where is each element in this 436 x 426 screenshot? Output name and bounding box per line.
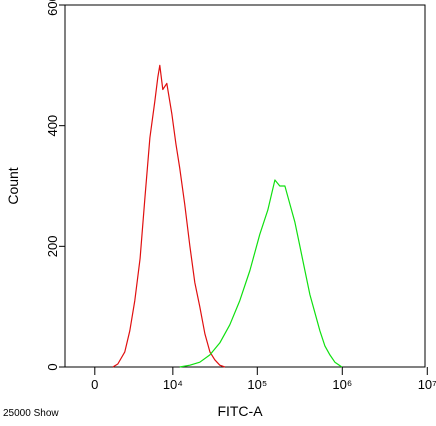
y-tick-label: 600 <box>45 0 60 16</box>
plot-frame <box>64 4 426 368</box>
x-tick-label: 10⁶ <box>332 377 352 392</box>
footnote: 25000 Show <box>3 408 59 419</box>
histogram-line <box>112 64 226 368</box>
x-tick-label: 10⁴ <box>163 377 183 392</box>
y-tick-label: 400 <box>45 115 60 137</box>
x-axis-label: FITC-A <box>217 403 263 419</box>
x-tick-label: 10⁷ <box>418 377 436 392</box>
y-tick-label: 0 <box>45 363 60 370</box>
y-axis-label: Count <box>5 167 21 204</box>
x-tick-label: 10⁵ <box>247 377 267 392</box>
y-tick-label: 200 <box>45 235 60 257</box>
histogram-line <box>179 179 343 368</box>
x-tick-label: 0 <box>91 377 98 392</box>
